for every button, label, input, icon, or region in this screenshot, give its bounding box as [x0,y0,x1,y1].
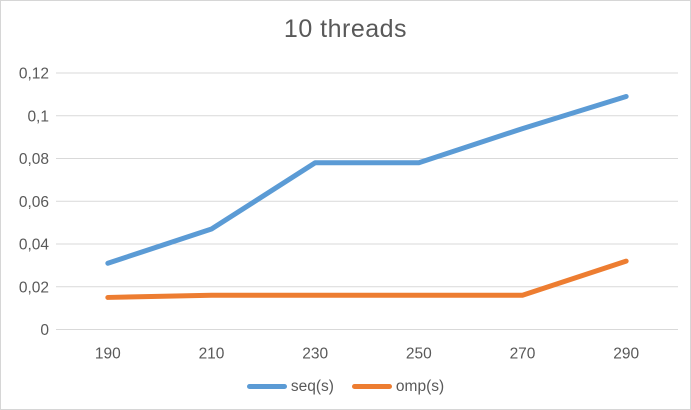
chart-title: 10 threads [283,15,408,43]
y-axis-tick-label: 0,08 [19,151,49,168]
legend: seq(s) omp(s) [1,379,690,395]
x-axis-tick-label: 290 [613,346,639,363]
series-line-seq [105,94,629,266]
x-axis-tick-label: 190 [95,346,121,363]
series-line-omp [105,258,629,300]
legend-label-omp: omp(s) [395,378,445,395]
legend-item-omp: omp(s) [351,378,445,395]
x-axis-tick-label: 210 [199,346,225,363]
x-axis-tick-label: 230 [302,346,328,363]
legend-label-seq: seq(s) [290,378,334,395]
y-axis-tick-label: 0,02 [19,279,49,296]
y-axis-tick-label: 0 [40,322,49,339]
omp-line-swatch-icon [351,384,392,390]
y-axis-tick-label: 0,06 [19,194,49,211]
x-axis-tick-label: 250 [406,346,432,363]
legend-item-seq: seq(s) [246,378,334,395]
y-axis-tick-label: 0,12 [19,66,49,83]
seq-line-swatch-icon [246,384,287,390]
x-axis-tick-label: 270 [510,346,536,363]
y-axis-tick-label: 0,1 [27,108,49,125]
y-axis-tick-label: 0,04 [19,237,50,254]
